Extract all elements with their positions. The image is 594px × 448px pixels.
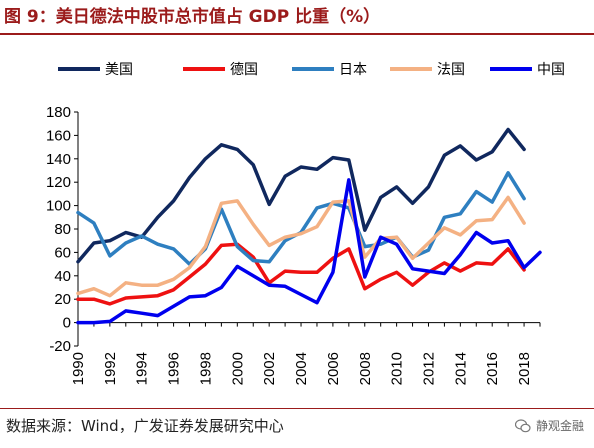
x-tick-label: 1992 [102, 352, 119, 385]
y-tick-label: 100 [46, 198, 71, 215]
series-line-0 [76, 127, 526, 264]
x-tick-label: 2010 [389, 352, 406, 385]
legend-label: 日本 [339, 62, 367, 78]
y-tick-label: 0 [63, 315, 71, 332]
line-chart: 美国 德国 日本 法国 中国 -20 0 20 40 60 80 100 120 140 160 180 19… [46, 62, 565, 385]
series-line-4 [76, 178, 542, 325]
x-tick-label: 2004 [293, 352, 310, 385]
x-tick-label: 1998 [197, 352, 214, 385]
x-tick-label: 1990 [70, 352, 87, 385]
chart-axes: -20 0 20 40 60 80 100 120 140 160 180 1990 1992 1994 1… [46, 104, 541, 385]
y-tick-label: 120 [46, 174, 71, 191]
x-tick-label: 2014 [452, 352, 469, 385]
figure-title: 图 9：美日德法中股市总市值占 GDP 比重（%） [4, 7, 381, 27]
y-tick-label: 60 [54, 244, 71, 261]
chart-legend: 美国 德国 日本 法国 中国 [58, 62, 565, 78]
watermark-label: 静观金融 [535, 419, 584, 433]
footer-divider [0, 408, 594, 409]
y-tick-label: 20 [54, 291, 71, 308]
x-tick-label: 2002 [261, 352, 278, 385]
y-tick-label: 180 [46, 104, 71, 121]
legend-label: 美国 [105, 62, 133, 78]
x-tick-label: 2000 [229, 352, 246, 385]
series-line-2 [76, 171, 526, 266]
x-tick-label: 1994 [134, 352, 151, 385]
legend-label: 中国 [537, 62, 565, 78]
y-tick-label: 140 [46, 151, 71, 168]
source-note: 数据来源：Wind，广发证券发展研究中心 [6, 417, 284, 435]
legend-label: 德国 [230, 62, 258, 78]
x-tick-label: 2016 [484, 352, 501, 385]
x-tick-label: 1996 [166, 352, 183, 385]
y-tick-label: 40 [54, 268, 71, 285]
wechat-icon [514, 419, 531, 433]
y-tick-label: -20 [49, 338, 71, 355]
y-tick-label: 80 [54, 221, 71, 238]
chart-series [76, 127, 542, 325]
watermark: 静观金融 [514, 414, 584, 438]
x-tick-label: 2012 [420, 352, 437, 385]
title-divider [0, 33, 594, 35]
x-tick-label: 2006 [325, 352, 342, 385]
x-tick-label: 2008 [357, 352, 374, 385]
legend-label: 法国 [437, 62, 465, 78]
series-line-3 [76, 195, 526, 298]
y-tick-label: 160 [46, 127, 71, 144]
x-tick-label: 2018 [516, 352, 533, 385]
